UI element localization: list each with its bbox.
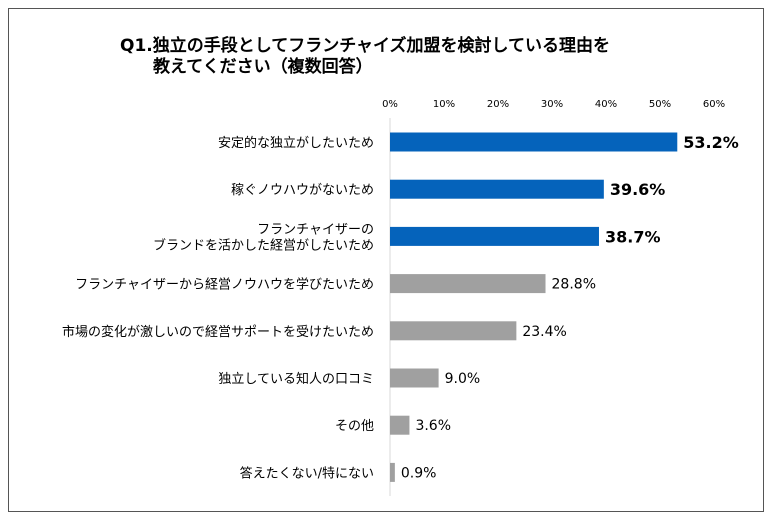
- bar: [390, 226, 599, 246]
- bar: [390, 132, 678, 152]
- chart-title-line-1: Q1.独立の手段としてフランチャイズ加盟を検討している理由を: [120, 36, 611, 56]
- x-tick-label: 40%: [595, 99, 617, 110]
- x-tick-label: 10%: [433, 99, 455, 110]
- chart-title: Q1.独立の手段としてフランチャイズ加盟を検討している理由を 教えてください（複…: [120, 36, 610, 78]
- bar: [390, 415, 410, 435]
- x-tick-label: 20%: [487, 99, 509, 110]
- value-label: 38.7%: [605, 227, 661, 246]
- chart-frame: [8, 8, 764, 512]
- x-tick-label: 30%: [541, 99, 563, 110]
- value-label: 23.4%: [522, 324, 566, 340]
- x-tick-label: 0%: [382, 99, 398, 110]
- category-label: フランチャイザーの: [257, 222, 374, 237]
- chart-title-line-2: 教えてください（複数回答）: [153, 57, 373, 77]
- bar: [390, 179, 604, 199]
- category-label: 安定的な独立がしたいため: [218, 135, 374, 151]
- value-label: 3.6%: [415, 418, 451, 434]
- value-label: 39.6%: [610, 180, 666, 199]
- category-label: フランチャイザーから経営ノウハウを学びたいため: [75, 277, 374, 293]
- bar: [390, 274, 546, 294]
- bar: [390, 368, 439, 388]
- category-label: 稼ぐノウハウがないため: [231, 183, 374, 198]
- x-tick-label: 60%: [703, 99, 725, 110]
- category-label: 市場の変化が激しいので経営サポートを受けたいため: [62, 324, 374, 340]
- category-label: 独立している知人の口コミ: [218, 371, 374, 387]
- value-label: 28.8%: [552, 277, 596, 293]
- value-label: 53.2%: [683, 133, 739, 152]
- category-label: その他: [335, 419, 374, 434]
- category-label: 答えたくない/特にない: [240, 465, 374, 481]
- category-label: ブランドを活かした経営がしたいため: [153, 237, 374, 253]
- value-label: 9.0%: [445, 371, 481, 387]
- value-label: 0.9%: [401, 465, 437, 481]
- x-tick-label: 50%: [649, 99, 671, 110]
- bar: [390, 321, 517, 341]
- bar: [390, 462, 395, 482]
